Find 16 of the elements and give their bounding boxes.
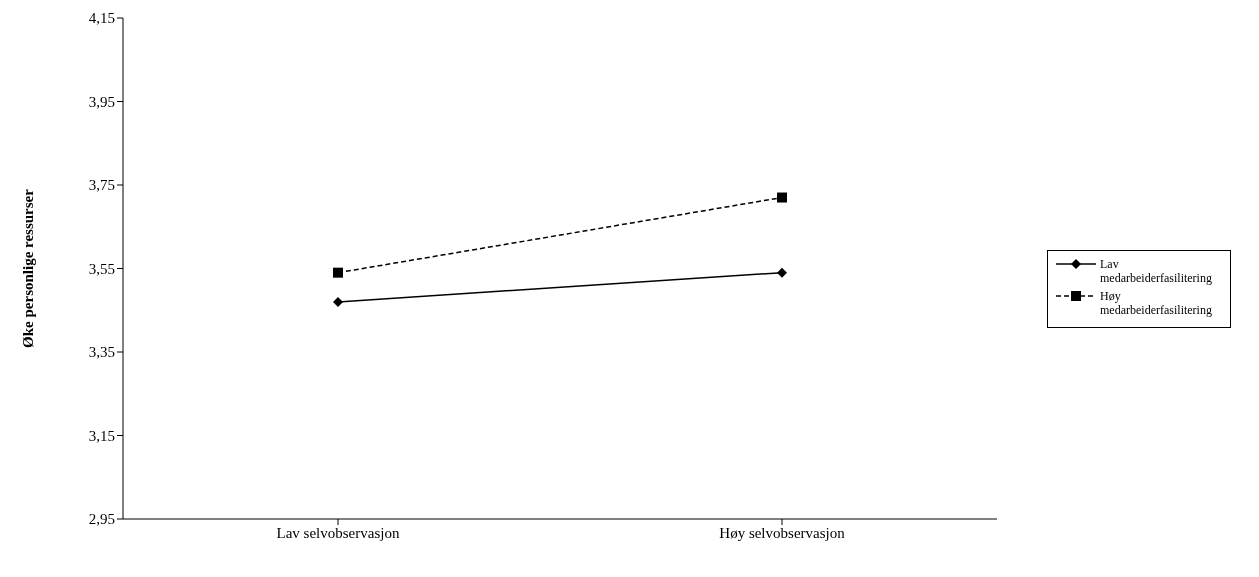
y-tick-label: 3,55 xyxy=(88,260,115,277)
y-tick-label: 3,35 xyxy=(88,344,115,361)
y-tick-label: 3,75 xyxy=(88,177,115,194)
x-tick-label: Lav selvobservasjon xyxy=(276,524,400,541)
y-axis-title: Øke personlige ressurser xyxy=(20,188,37,348)
point xyxy=(333,296,343,307)
y-tick-label: 3,15 xyxy=(88,427,115,444)
y-tick-label: 2,95 xyxy=(88,511,115,528)
x-tick-label: Høy selvobservasjon xyxy=(719,524,846,541)
legend-label: Lav medarbeiderfasilitering xyxy=(1100,256,1213,285)
legend-label: Høy medarbeiderfasilitering xyxy=(1100,288,1213,317)
point xyxy=(777,192,787,203)
y-tick-label: 3,95 xyxy=(88,93,115,110)
point xyxy=(333,267,343,278)
point xyxy=(777,267,787,278)
y-tick-label: 4,15 xyxy=(88,10,115,27)
